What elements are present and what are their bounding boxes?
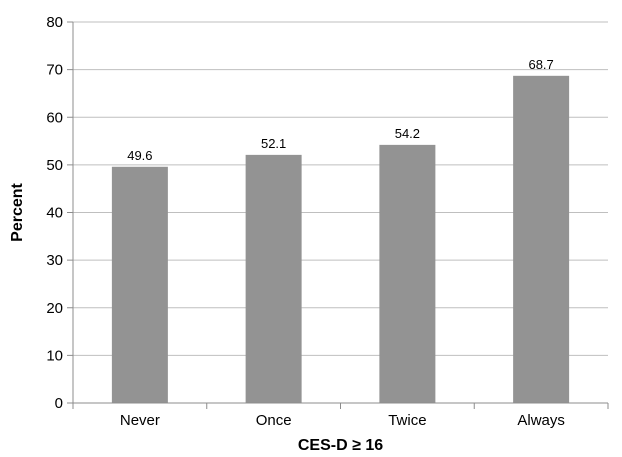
- y-tick-label: 20: [46, 300, 63, 317]
- bars: [111, 75, 570, 403]
- data-label: 54.2: [395, 126, 420, 141]
- y-tick-label: 60: [46, 109, 63, 126]
- x-tick-label: Never: [120, 412, 160, 429]
- data-label: 49.6: [127, 148, 152, 163]
- data-label: 52.1: [261, 136, 286, 151]
- y-tick-label: 0: [55, 395, 63, 412]
- x-axis-title: CES-D ≥ 16: [298, 437, 383, 454]
- y-tick-label: 80: [46, 14, 63, 31]
- y-tick-label: 30: [46, 252, 63, 269]
- bar-twice: [379, 144, 436, 403]
- x-tick-label: Always: [517, 412, 565, 429]
- y-tick-label: 50: [46, 157, 63, 174]
- x-tick-label: Once: [256, 412, 292, 429]
- x-tick-label: Twice: [388, 412, 426, 429]
- y-axis-title: Percent: [9, 182, 26, 241]
- y-tick-label: 40: [46, 205, 63, 222]
- data-label: 68.7: [528, 57, 553, 72]
- y-tick-label: 70: [46, 62, 63, 79]
- labels: 0 10 20 30 40 50 60 70 80 49.6 Never 52.1 Once 54.2 Tw…: [46, 14, 565, 429]
- bar-never: [111, 166, 168, 403]
- axes: [67, 21, 609, 409]
- bar-once: [245, 154, 302, 403]
- y-tick-label: 10: [46, 347, 63, 364]
- bar-always: [513, 75, 570, 403]
